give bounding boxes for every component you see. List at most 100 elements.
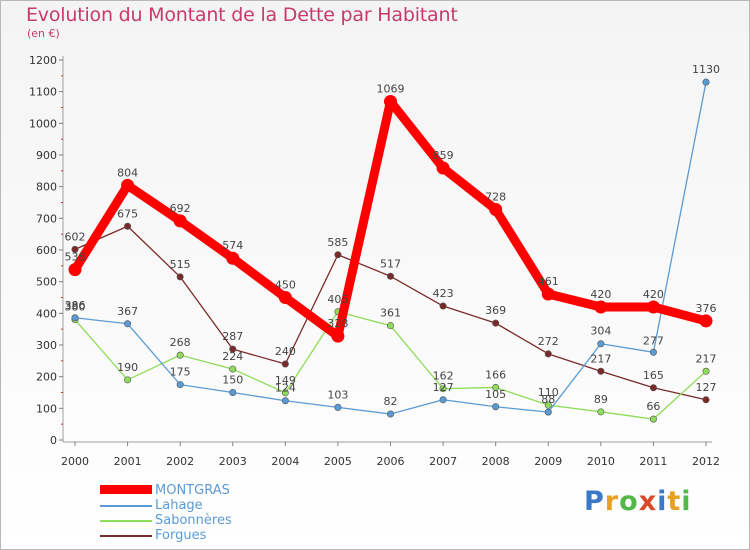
y-tick-label: 300 xyxy=(36,339,57,352)
x-tick-label: 2010 xyxy=(587,455,615,468)
data-point xyxy=(541,287,555,301)
data-point xyxy=(702,396,710,404)
legend-swatch-lahage xyxy=(100,505,152,507)
data-label: 66 xyxy=(646,400,660,413)
data-point xyxy=(649,415,657,423)
legend-label-lahage: Lahage xyxy=(155,498,203,513)
data-label: 150 xyxy=(222,374,243,387)
x-tick-label: 2006 xyxy=(377,455,405,468)
data-label: 287 xyxy=(222,330,243,343)
data-label: 224 xyxy=(222,350,243,363)
data-point xyxy=(281,360,289,368)
data-label: 175 xyxy=(170,366,191,379)
y-tick-label: 0 xyxy=(50,434,57,447)
data-point xyxy=(386,410,394,418)
proxiti-logo: Proxiti xyxy=(584,486,692,517)
x-tick-label: 2004 xyxy=(271,455,299,468)
data-point xyxy=(176,273,184,281)
logo-letter: i xyxy=(657,486,668,517)
data-point xyxy=(492,403,500,411)
x-tick-label: 2005 xyxy=(324,455,352,468)
data-point xyxy=(649,348,657,356)
data-point xyxy=(436,161,450,175)
data-label: 89 xyxy=(594,393,608,406)
y-tick-label: 900 xyxy=(36,149,57,162)
data-point xyxy=(334,403,342,411)
data-point xyxy=(124,222,132,230)
y-tick-label: 600 xyxy=(36,244,57,257)
data-point xyxy=(281,389,289,397)
data-point xyxy=(386,322,394,330)
data-point xyxy=(489,202,503,216)
data-label: 585 xyxy=(327,236,348,249)
data-label: 217 xyxy=(696,352,717,365)
logo-letter: t xyxy=(667,486,682,517)
logo-letter: o xyxy=(619,486,639,517)
y-tick-label: 700 xyxy=(36,212,57,225)
data-label: 405 xyxy=(327,293,348,306)
data-point xyxy=(649,384,657,392)
data-label: 367 xyxy=(117,305,138,318)
data-point xyxy=(226,251,240,265)
chart-subtitle: (en €) xyxy=(27,27,60,40)
legend-label-sabonneres: Sabonnères xyxy=(155,513,232,528)
data-label: 103 xyxy=(327,388,348,401)
data-point xyxy=(68,263,82,277)
data-point xyxy=(439,302,447,310)
data-label: 165 xyxy=(643,369,664,382)
x-tick-label: 2002 xyxy=(166,455,194,468)
legend-label-forgues: Forgues xyxy=(155,528,207,543)
data-point xyxy=(544,350,552,358)
data-label: 538 xyxy=(65,251,86,264)
data-label: 859 xyxy=(433,149,454,162)
data-label: 240 xyxy=(275,345,296,358)
y-tick-label: 500 xyxy=(36,276,57,289)
data-point xyxy=(331,329,345,343)
data-point xyxy=(176,351,184,359)
legend-swatch-montgras xyxy=(100,485,152,494)
data-point xyxy=(597,367,605,375)
data-label: 127 xyxy=(696,381,717,394)
x-tick-label: 2011 xyxy=(639,455,667,468)
data-point xyxy=(176,381,184,389)
data-label: 272 xyxy=(538,335,559,348)
data-point xyxy=(492,319,500,327)
data-point xyxy=(699,314,713,328)
data-label: 804 xyxy=(117,166,138,179)
data-label: 574 xyxy=(222,239,243,252)
data-label: 127 xyxy=(433,381,454,394)
y-tick-label: 400 xyxy=(36,307,57,320)
data-point xyxy=(173,214,187,228)
data-label: 692 xyxy=(170,202,191,215)
data-point xyxy=(124,320,132,328)
data-label: 304 xyxy=(590,325,611,338)
logo-letter: x xyxy=(638,486,658,517)
data-label: 124 xyxy=(275,382,296,395)
data-point xyxy=(386,272,394,280)
data-label: 602 xyxy=(65,230,86,243)
data-label: 277 xyxy=(643,334,664,347)
data-label: 190 xyxy=(117,361,138,374)
x-tick-label: 2001 xyxy=(114,455,142,468)
data-point xyxy=(334,251,342,259)
x-tick-label: 2012 xyxy=(692,455,720,468)
data-point xyxy=(121,178,135,192)
data-label: 1069 xyxy=(377,82,405,95)
data-label: 461 xyxy=(538,275,559,288)
data-point xyxy=(124,376,132,384)
chart-title: Evolution du Montant de la Dette par Hab… xyxy=(26,4,458,26)
legend-label-montgras: MONTGRAS xyxy=(155,483,230,498)
data-label: 361 xyxy=(380,307,401,320)
data-label: 450 xyxy=(275,279,296,292)
y-tick-label: 800 xyxy=(36,181,57,194)
data-label: 675 xyxy=(117,207,138,220)
data-label: 423 xyxy=(433,287,454,300)
legend-swatch-forgues xyxy=(100,535,152,537)
data-label: 110 xyxy=(538,386,559,399)
x-tick-label: 2000 xyxy=(61,455,89,468)
data-point xyxy=(439,385,447,393)
data-point xyxy=(281,397,289,405)
x-tick-label: 2008 xyxy=(482,455,510,468)
data-label: 369 xyxy=(485,304,506,317)
